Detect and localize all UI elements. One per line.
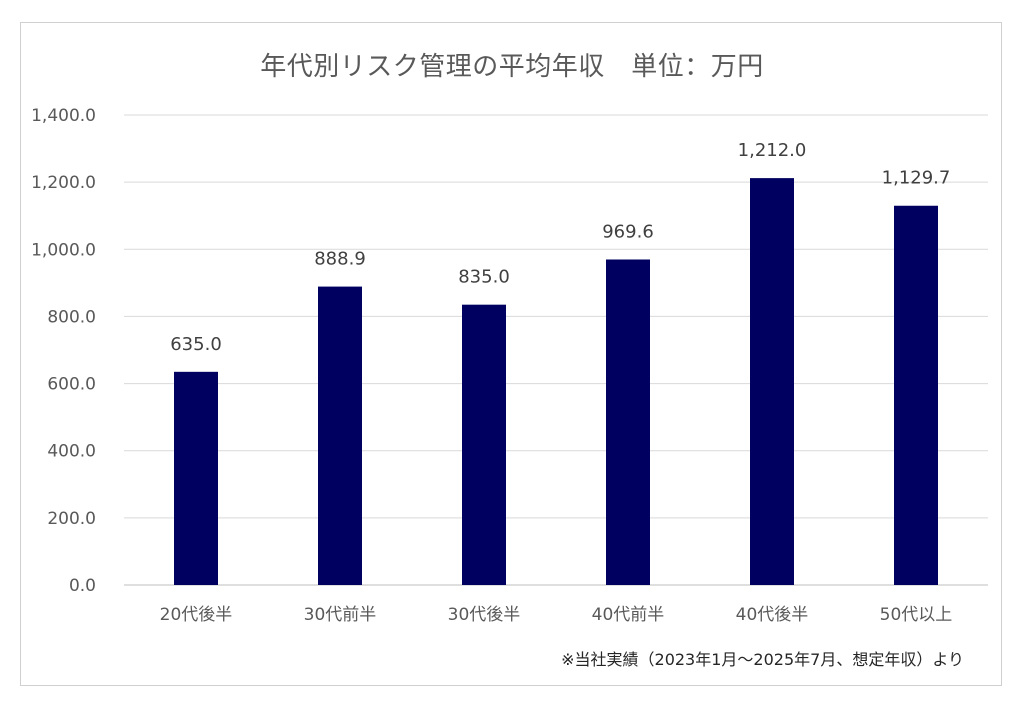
x-category-label: 20代後半 — [160, 605, 233, 625]
x-category-label: 30代後半 — [448, 605, 521, 625]
data-label: 888.9 — [314, 249, 366, 270]
y-tick-label: 600.0 — [47, 375, 96, 395]
bar — [174, 371, 218, 585]
data-label: 969.6 — [602, 221, 654, 242]
y-tick-label: 1,400.0 — [31, 106, 96, 126]
y-tick-label: 200.0 — [47, 509, 96, 529]
source-note: ※当社実績（2023年1月～2025年7月、想定年収）より — [561, 650, 964, 669]
data-label: 635.0 — [170, 334, 222, 355]
data-label: 1,212.0 — [738, 140, 807, 161]
data-label: 835.0 — [458, 267, 510, 288]
y-tick-label: 1,000.0 — [31, 240, 96, 260]
bar — [606, 259, 650, 585]
x-category-label: 50代以上 — [880, 605, 953, 625]
y-tick-label: 0.0 — [69, 576, 96, 596]
bar — [318, 286, 362, 585]
y-tick-label: 1,200.0 — [31, 173, 96, 193]
chart-title: 年代別リスク管理の平均年収 単位：万円 — [260, 52, 764, 82]
y-tick-label: 800.0 — [47, 307, 96, 327]
bar — [894, 205, 938, 585]
x-category-label: 40代前半 — [592, 605, 665, 625]
x-category-label: 30代前半 — [304, 605, 377, 625]
bar — [462, 304, 506, 585]
data-label: 1,129.7 — [882, 168, 951, 189]
bar — [750, 178, 794, 585]
x-category-label: 40代後半 — [736, 605, 809, 625]
y-tick-label: 400.0 — [47, 442, 96, 462]
